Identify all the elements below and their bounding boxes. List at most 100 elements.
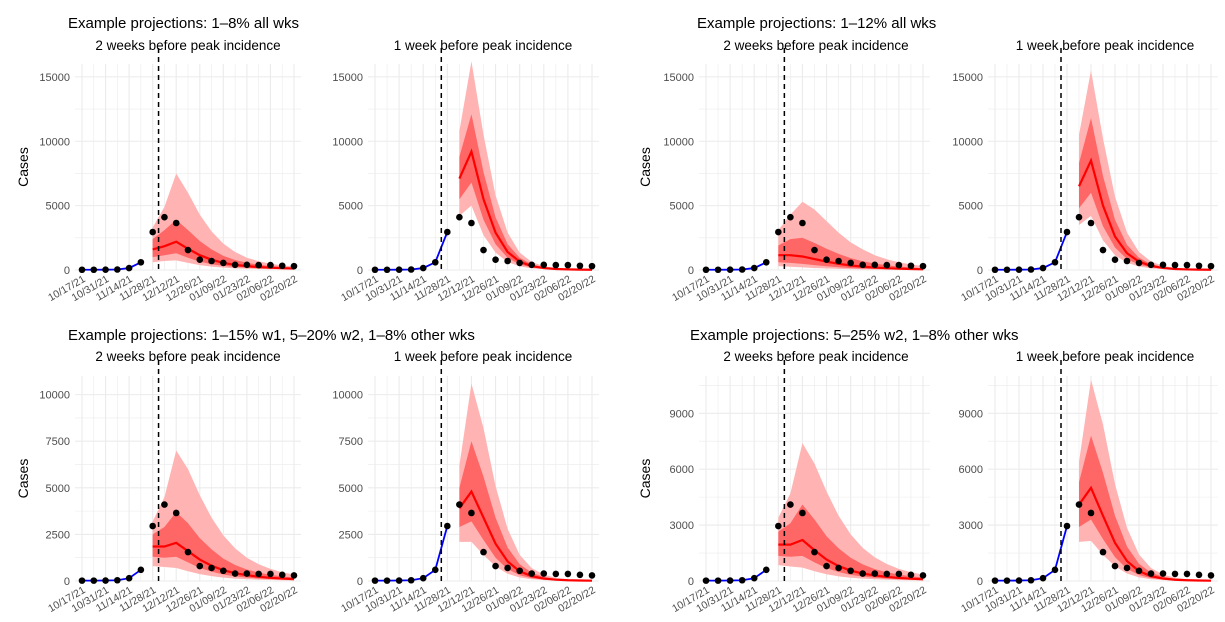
figure-4: Example projections: 5–25% w2, 1–8% othe… bbox=[637, 327, 1218, 615]
y-tick-label: 2500 bbox=[46, 529, 70, 541]
projection-band-inner bbox=[1079, 118, 1211, 270]
panel-subtitle: 1 week before peak incidence bbox=[1016, 349, 1195, 364]
y-tick-label: 10000 bbox=[39, 136, 70, 148]
case-point bbox=[1111, 256, 1119, 264]
case-point bbox=[991, 577, 999, 584]
case-point bbox=[431, 566, 439, 574]
case-point bbox=[835, 564, 842, 572]
case-point bbox=[895, 261, 903, 269]
case-point bbox=[528, 261, 536, 269]
case-point bbox=[588, 262, 596, 270]
case-point bbox=[1075, 501, 1083, 508]
case-point bbox=[1063, 522, 1071, 530]
projection-median-line bbox=[1078, 157, 1212, 271]
projection-band-inner bbox=[778, 504, 923, 580]
panel-subtitle: 1 week before peak incidence bbox=[394, 349, 573, 364]
y-tick-label: 0 bbox=[64, 265, 70, 277]
case-point bbox=[907, 262, 915, 270]
case-point bbox=[1135, 567, 1143, 575]
case-point bbox=[1159, 261, 1167, 269]
case-point bbox=[516, 259, 523, 267]
case-point bbox=[468, 509, 475, 517]
case-point bbox=[991, 266, 999, 274]
case-point bbox=[588, 572, 596, 579]
case-point bbox=[516, 567, 523, 575]
panel-2: 1 week before peak incidence 0 5000 10000 15… bbox=[952, 38, 1218, 304]
panel-1: 2 weeks before peak incidence 0 2500 5000 75… bbox=[39, 349, 301, 615]
case-point bbox=[871, 261, 879, 269]
case-point bbox=[480, 246, 487, 254]
case-point bbox=[919, 262, 927, 270]
case-point bbox=[1171, 570, 1179, 578]
case-point bbox=[231, 570, 239, 577]
y-tick-label: 10000 bbox=[332, 390, 363, 402]
y-tick-label: 5000 bbox=[339, 201, 363, 213]
case-point bbox=[883, 261, 891, 269]
case-point bbox=[407, 576, 415, 584]
case-point bbox=[883, 570, 891, 578]
y-tick-label: 0 bbox=[688, 576, 694, 588]
case-point bbox=[243, 570, 251, 577]
y-tick-label: 0 bbox=[977, 576, 983, 588]
case-point bbox=[456, 213, 463, 221]
case-point bbox=[726, 577, 734, 584]
case-point bbox=[823, 562, 830, 570]
case-point bbox=[208, 257, 215, 265]
case-point bbox=[102, 577, 109, 584]
y-axis-label: Cases bbox=[637, 459, 653, 499]
y-tick-label: 7500 bbox=[339, 436, 363, 448]
case-point bbox=[847, 567, 854, 575]
case-point bbox=[552, 261, 560, 269]
case-point bbox=[172, 219, 180, 227]
case-point bbox=[444, 522, 451, 530]
case-point bbox=[738, 576, 746, 584]
case-point bbox=[540, 261, 548, 269]
y-tick-label: 5000 bbox=[46, 201, 70, 213]
case-point bbox=[255, 570, 262, 578]
case-point bbox=[1183, 570, 1191, 578]
case-point bbox=[149, 228, 156, 236]
panel-subtitle: 2 weeks before peak incidence bbox=[95, 349, 280, 364]
panel-subtitle: 2 weeks before peak incidence bbox=[95, 38, 280, 53]
case-point bbox=[78, 577, 86, 584]
case-point bbox=[137, 566, 145, 574]
case-point bbox=[444, 228, 451, 236]
case-point bbox=[255, 261, 262, 269]
case-point bbox=[726, 266, 734, 273]
case-point bbox=[137, 258, 145, 266]
y-tick-label: 10000 bbox=[663, 136, 694, 148]
case-point bbox=[1171, 261, 1179, 269]
y-axis-label: Cases bbox=[15, 459, 31, 499]
case-point bbox=[149, 522, 156, 530]
case-point bbox=[267, 261, 274, 269]
y-tick-label: 3000 bbox=[670, 520, 694, 532]
panel-subtitle: 1 week before peak incidence bbox=[1016, 38, 1195, 53]
y-tick-label: 0 bbox=[977, 265, 983, 277]
case-point bbox=[492, 562, 499, 570]
case-point bbox=[278, 571, 286, 579]
projection-band-inner bbox=[778, 237, 923, 270]
case-point bbox=[787, 501, 794, 508]
panel-2: 1 week before peak incidence 0 3000 6000 900… bbox=[959, 349, 1218, 615]
y-tick-label: 15000 bbox=[952, 72, 983, 84]
figure-3: Example projections: 1–15% w1, 5–20% w2,… bbox=[15, 327, 599, 615]
case-point bbox=[1063, 228, 1071, 236]
case-point bbox=[1159, 570, 1167, 577]
case-point bbox=[243, 261, 251, 269]
y-tick-label: 5000 bbox=[670, 201, 694, 213]
case-point bbox=[1027, 576, 1035, 584]
projection-median-line bbox=[1078, 485, 1212, 582]
case-point bbox=[161, 501, 168, 508]
case-point bbox=[564, 261, 572, 269]
case-point bbox=[762, 258, 770, 266]
case-point bbox=[1195, 262, 1203, 270]
y-tick-label: 10000 bbox=[952, 136, 983, 148]
case-point bbox=[431, 258, 439, 266]
case-point bbox=[1147, 261, 1155, 269]
y-tick-label: 7500 bbox=[46, 436, 70, 448]
case-point bbox=[172, 509, 180, 517]
case-point bbox=[196, 562, 204, 570]
case-point bbox=[395, 266, 403, 273]
case-point bbox=[278, 262, 286, 270]
figure-title: Example projections: 1–12% all wks bbox=[697, 15, 936, 32]
